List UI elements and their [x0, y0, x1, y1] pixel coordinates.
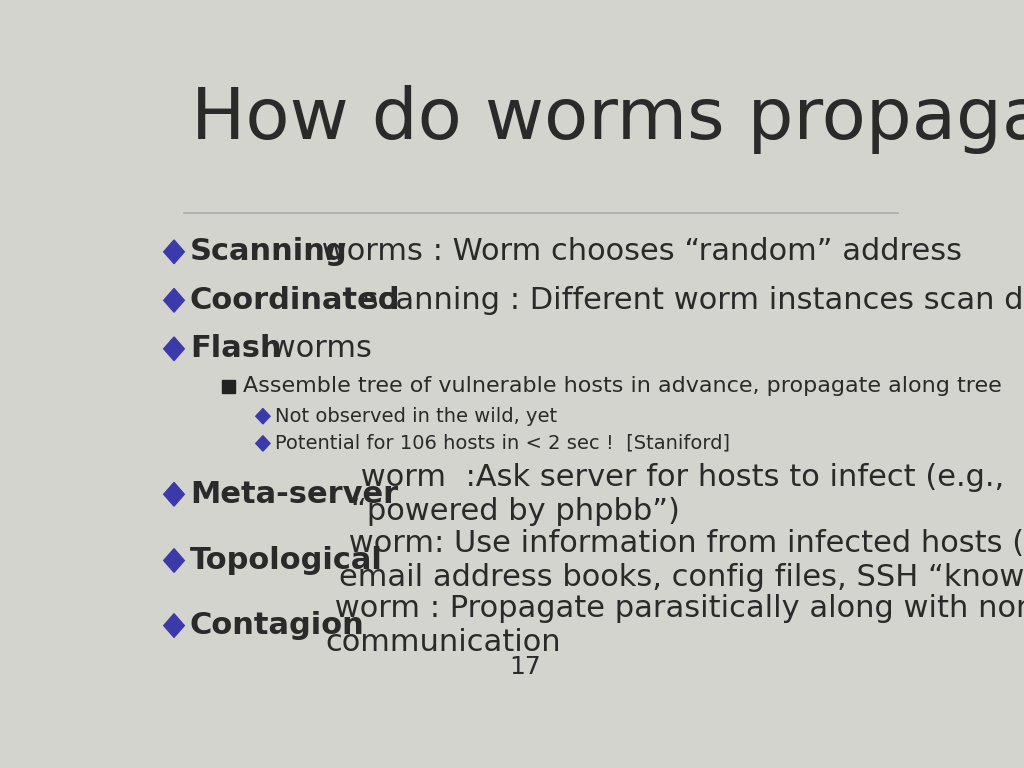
- Text: worms: worms: [261, 334, 372, 363]
- Text: Potential for 106 hosts in < 2 sec !  [Staniford]: Potential for 106 hosts in < 2 sec ! [St…: [274, 434, 730, 453]
- Text: Meta-server: Meta-server: [189, 480, 398, 508]
- Polygon shape: [164, 240, 184, 263]
- Text: Scanning: Scanning: [189, 237, 347, 266]
- Polygon shape: [222, 379, 236, 392]
- Text: Contagion: Contagion: [189, 611, 365, 640]
- Text: worms : Worm chooses “random” address: worms : Worm chooses “random” address: [312, 237, 963, 266]
- Polygon shape: [164, 337, 184, 361]
- Text: worm : Propagate parasitically along with normally initiated
communication: worm : Propagate parasitically along wit…: [326, 594, 1024, 657]
- Text: Coordinated: Coordinated: [189, 286, 400, 315]
- Polygon shape: [164, 548, 184, 572]
- Text: Assemble tree of vulnerable hosts in advance, propagate along tree: Assemble tree of vulnerable hosts in adv…: [243, 376, 1001, 396]
- Text: scanning : Different worm instances scan different addresses: scanning : Different worm instances scan…: [353, 286, 1024, 315]
- Polygon shape: [164, 289, 184, 312]
- Text: Flash: Flash: [189, 334, 282, 363]
- Text: Topological: Topological: [189, 546, 383, 575]
- Text: worm  :Ask server for hosts to infect (e.g.,  Google for
“powered by phpbb”): worm :Ask server for hosts to infect (e.…: [351, 463, 1024, 525]
- Text: 17: 17: [509, 655, 541, 679]
- Polygon shape: [164, 482, 184, 506]
- Polygon shape: [164, 614, 184, 637]
- Text: How do worms propagate?: How do worms propagate?: [191, 85, 1024, 154]
- Polygon shape: [256, 409, 270, 424]
- Text: worm: Use information from infected hosts (web server logs,
email address books,: worm: Use information from infected host…: [339, 529, 1024, 592]
- Polygon shape: [256, 435, 270, 451]
- Text: Not observed in the wild, yet: Not observed in the wild, yet: [274, 407, 557, 425]
